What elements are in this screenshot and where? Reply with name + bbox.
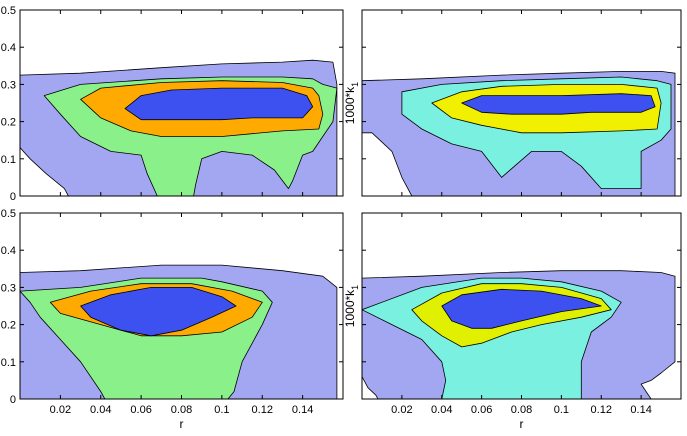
x-tick-label: 0.14 <box>292 404 313 416</box>
x-tick-label: 0.08 <box>511 404 532 416</box>
panel-bottom-left: 0 0.1 0.2 0.3 0.4 0.5 0.02 0.04 0.06 0.08 0.1 0.12 0… <box>1 208 344 431</box>
y-tick-label: 0 <box>10 394 16 406</box>
y-tick-label: 0.5 <box>1 5 16 17</box>
contour-level-4 <box>461 93 656 115</box>
x-tick-label: 0.06 <box>471 404 492 416</box>
y-tick-label: 0.3 <box>1 282 16 294</box>
y-tick-label: 0.4 <box>1 42 16 54</box>
y-axis-label: 1000*k1 <box>343 285 360 327</box>
y-axis-label: 1000*k1 <box>343 82 360 124</box>
y-tick-label: 0 <box>10 191 16 203</box>
y-tick-label: 0.2 <box>1 117 16 129</box>
contour-level-4 <box>80 287 237 337</box>
y-tick-label: 0.5 <box>1 208 16 220</box>
x-tick-label: 0.12 <box>252 404 273 416</box>
panel-top-left: 0 0.1 0.2 0.3 0.4 0.5 <box>1 5 344 203</box>
x-tick-label: 0.02 <box>50 404 71 416</box>
x-tick-label: 0.06 <box>130 404 151 416</box>
panel-top-right: 1000*k1 <box>343 9 682 197</box>
contour-level-4 <box>124 87 314 121</box>
x-tick-label: 0.04 <box>431 404 452 416</box>
x-tick-label: 0.08 <box>171 404 192 416</box>
x-tick-label: 0.1 <box>554 404 569 416</box>
y-tick-label: 0.4 <box>1 245 16 257</box>
x-tick-label: 0.02 <box>391 404 412 416</box>
x-tick-label: 0.14 <box>630 404 651 416</box>
contour-level-4 <box>441 288 602 329</box>
x-tick-label: 0.1 <box>214 404 229 416</box>
x-tick-label: 0.04 <box>90 404 111 416</box>
y-tick-label: 0.3 <box>1 79 16 91</box>
y-tick-label: 0.2 <box>1 320 16 332</box>
x-axis-label: r <box>520 417 524 431</box>
x-tick-label: 0.12 <box>591 404 612 416</box>
y-tick-label: 0.1 <box>1 154 16 166</box>
y-tick-label: 0.1 <box>1 357 16 369</box>
x-axis-label: r <box>180 417 184 431</box>
panel-bottom-right: 0.02 0.04 0.06 0.08 0.1 0.12 0.14 r 1000*k1 <box>343 212 682 431</box>
